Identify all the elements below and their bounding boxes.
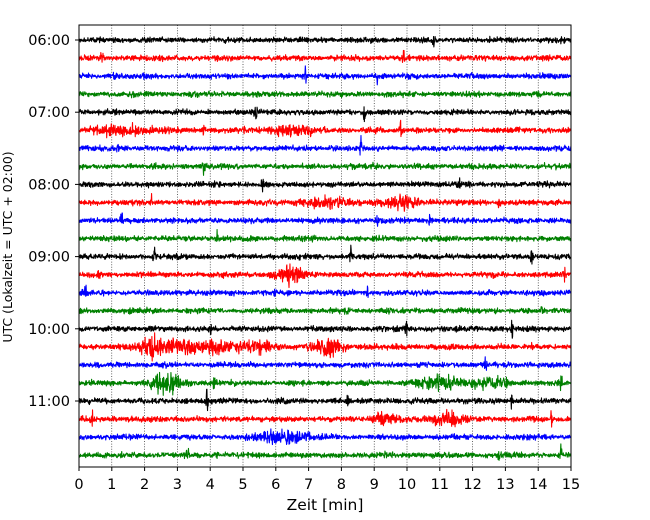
trace-line	[78, 371, 572, 396]
x-tick-label: 15	[562, 477, 580, 493]
x-tick-label: 6	[271, 477, 280, 493]
x-axis-ticks: 0 1 2 3 4 5 6 7 8 9 10 11 12 13 14 15	[74, 467, 580, 493]
y-axis-ticks: 06:00 07:00 08:00 09:00 10:00 11:00	[28, 33, 79, 410]
x-tick-label: 11	[431, 477, 449, 493]
plot-frame	[78, 24, 572, 468]
trace-line	[78, 306, 572, 315]
trace-line	[78, 284, 572, 299]
seismic-traces	[78, 35, 572, 461]
y-tick-label: 07:00	[28, 105, 70, 121]
trace-line	[78, 49, 572, 63]
trace-line	[78, 332, 572, 362]
y-tick-label: 08:00	[28, 177, 70, 193]
x-tick-label: 8	[337, 477, 346, 493]
x-tick-label: 12	[463, 477, 481, 493]
y-tick-label: 09:00	[28, 250, 70, 266]
y-tick-label: 06:00	[28, 33, 70, 49]
trace-line	[78, 443, 572, 461]
trace-line	[78, 177, 572, 193]
x-tick-label: 7	[304, 477, 313, 493]
trace-line	[78, 35, 572, 48]
x-tick-label: 13	[496, 477, 514, 493]
trace-line	[78, 244, 572, 265]
y-axis-label: UTC (Lokalzeit = UTC + 02:00)	[0, 151, 15, 342]
trace-line	[78, 263, 572, 289]
trace-line	[78, 428, 572, 446]
x-tick-label: 2	[140, 477, 149, 493]
x-tick-label: 0	[74, 477, 83, 493]
minute-grid	[111, 25, 539, 467]
y-tick-label: 11:00	[28, 394, 70, 410]
trace-line	[78, 229, 572, 243]
x-tick-label: 9	[370, 477, 379, 493]
trace-line	[78, 65, 572, 86]
trace-line	[78, 161, 572, 176]
x-tick-label: 10	[398, 477, 416, 493]
trace-line	[78, 106, 572, 123]
x-axis-label: Zeit [min]	[287, 496, 364, 514]
trace-line	[78, 134, 572, 156]
trace-line	[78, 119, 572, 139]
trace-line	[78, 212, 572, 227]
x-tick-label: 4	[206, 477, 215, 493]
trace-line	[78, 356, 572, 371]
x-tick-label: 3	[173, 477, 182, 493]
trace-line	[78, 192, 572, 212]
trace-line	[78, 408, 572, 428]
x-tick-label: 14	[529, 477, 547, 493]
x-tick-label: 5	[238, 477, 247, 493]
y-tick-label: 10:00	[28, 322, 70, 338]
trace-line	[78, 319, 572, 339]
x-tick-label: 1	[107, 477, 116, 493]
trace-line	[78, 90, 572, 99]
trace-line	[78, 388, 572, 412]
